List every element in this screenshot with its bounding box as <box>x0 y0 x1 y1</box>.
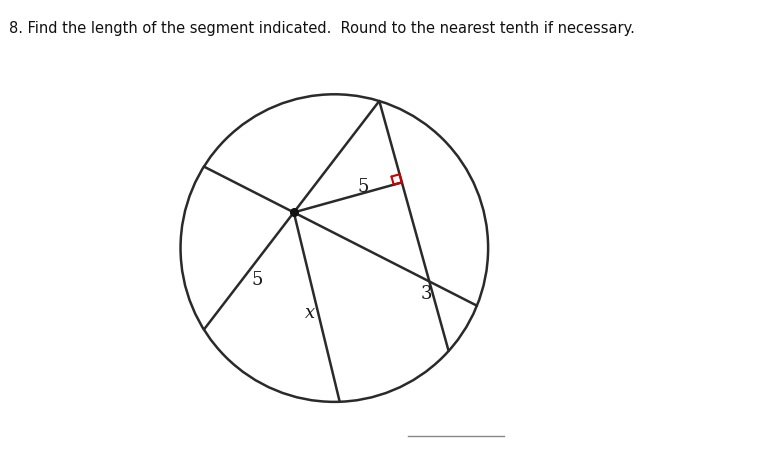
Text: 3: 3 <box>421 285 432 303</box>
Text: 5: 5 <box>358 178 369 196</box>
Text: 8. Find the length of the segment indicated.  Round to the nearest tenth if nece: 8. Find the length of the segment indica… <box>9 21 635 36</box>
Text: x: x <box>305 304 315 322</box>
Text: 5: 5 <box>252 272 263 289</box>
